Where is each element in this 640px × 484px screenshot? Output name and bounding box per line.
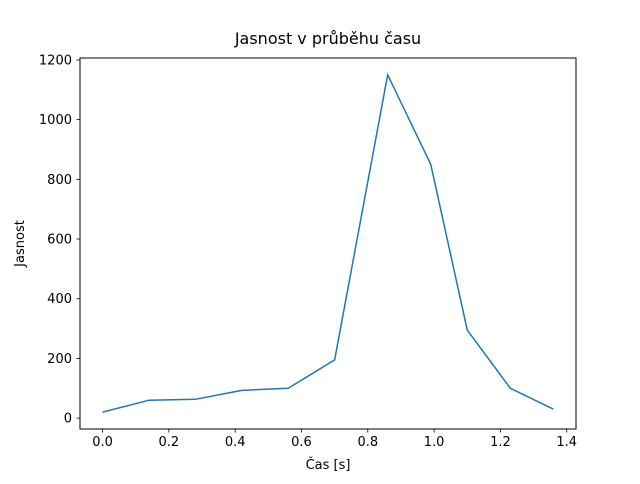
x-tick-label: 0.0 [92, 435, 113, 450]
y-tick-label: 400 [47, 292, 72, 307]
y-tick-label: 600 [47, 233, 72, 248]
plot-area: 0.0 0.2 0.4 0.6 0.8 1.0 1.2 1.4 0 200 400 600 800 10… [39, 53, 577, 450]
y-tick-label: 800 [47, 173, 72, 188]
x-tick-label: 0.4 [225, 435, 246, 450]
chart-title: Jasnost v průběhu času [234, 29, 421, 48]
x-tick-label: 0.8 [357, 435, 378, 450]
x-tick-label: 1.0 [424, 435, 445, 450]
x-tick-label: 0.2 [159, 435, 180, 450]
y-axis-ticks: 0 200 400 600 800 1000 1200 [39, 53, 80, 427]
y-axis-label: Jasnost [13, 220, 28, 268]
x-tick-label: 1.2 [490, 435, 511, 450]
x-axis-ticks: 0.0 0.2 0.4 0.6 0.8 1.0 1.2 1.4 [92, 429, 577, 450]
x-axis-label: Čas [s] [306, 457, 351, 473]
x-tick-label: 1.4 [556, 435, 577, 450]
plot-border [79, 57, 577, 430]
y-tick-label: 200 [47, 352, 72, 367]
data-series-line [102, 72, 554, 413]
y-tick-label: 1000 [39, 113, 72, 128]
y-tick-label: 1200 [39, 53, 72, 68]
y-tick-label: 0 [64, 412, 72, 427]
x-tick-label: 0.6 [291, 435, 312, 450]
